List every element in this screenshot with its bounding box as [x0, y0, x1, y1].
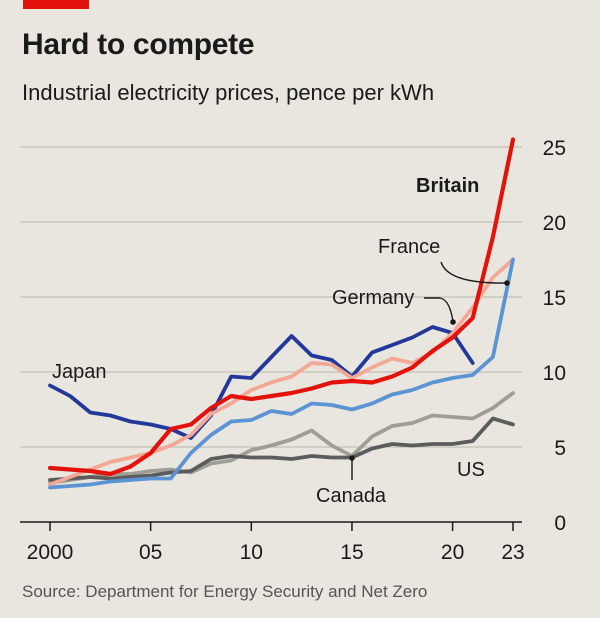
- series-line-japan: [48, 325, 475, 440]
- x-tick-label: 05: [139, 541, 162, 564]
- y-tick-label: 10: [543, 362, 566, 385]
- leader-dot-france: [504, 280, 510, 286]
- brand-bar: [23, 0, 89, 9]
- series-line-canada: [48, 391, 515, 485]
- y-tick-label: 15: [543, 287, 566, 310]
- x-tick-label: 10: [240, 541, 263, 564]
- series-line-us: [48, 416, 515, 482]
- series-line-britain: [47, 137, 516, 477]
- leader-dot-canada: [349, 455, 355, 461]
- leader-line-france: [440, 261, 508, 284]
- chart-subtitle: Industrial electricity prices, pence per…: [22, 80, 435, 105]
- x-tick-label: 20: [441, 541, 464, 564]
- x-tick-label: 15: [340, 541, 363, 564]
- leader-line-germany: [424, 297, 454, 323]
- x-tick-label: 2000: [27, 541, 74, 564]
- source-note: Source: Department for Energy Security a…: [22, 582, 428, 601]
- series-label-britain: Britain: [416, 175, 479, 197]
- leader-dot-germany: [450, 319, 456, 325]
- y-tick-label: 25: [543, 137, 566, 160]
- series-label-germany: Germany: [332, 287, 414, 309]
- series-label-canada: Canada: [316, 485, 387, 507]
- series-label-japan: Japan: [52, 361, 107, 383]
- series-line-france: [48, 257, 515, 490]
- series-label-us: US: [457, 459, 485, 481]
- x-tick-label: 23: [501, 541, 524, 564]
- y-tick-label: 5: [554, 437, 566, 460]
- series-label-france: France: [378, 236, 440, 258]
- chart-title: Hard to compete: [22, 28, 255, 61]
- y-tick-label: 20: [543, 212, 566, 235]
- y-tick-label: 0: [554, 512, 566, 535]
